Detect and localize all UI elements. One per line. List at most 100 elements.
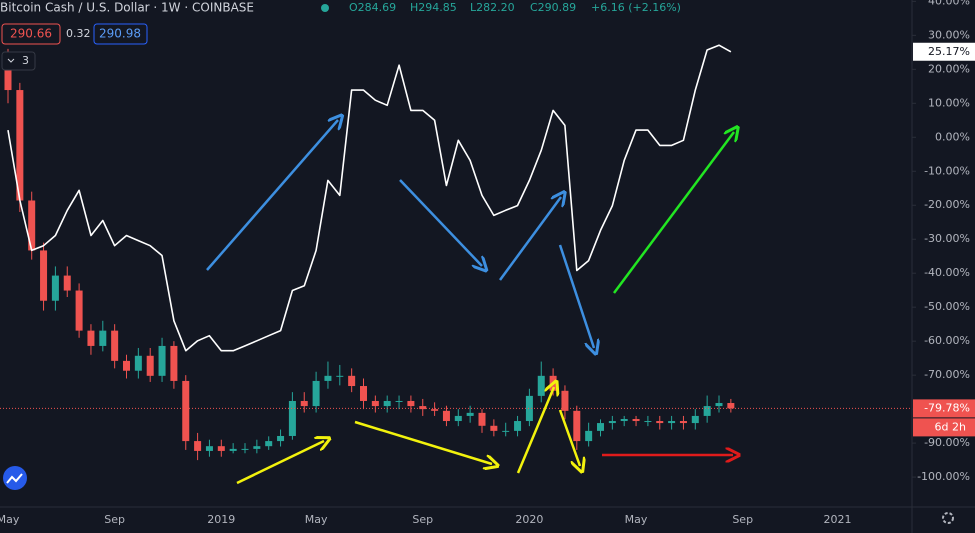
candle-body [644, 421, 652, 423]
y-tick-label: -100.00% [917, 470, 970, 483]
series-last-tag [913, 42, 975, 61]
x-tick-label: 2020 [515, 513, 543, 526]
y-tick-label: 20.00% [928, 62, 970, 75]
candle-body [348, 375, 356, 387]
candle-body [454, 415, 462, 422]
candle-body [632, 418, 640, 422]
last-price-label: -79.78% [924, 401, 970, 414]
arrow [558, 409, 580, 466]
symbol-title: Bitcoin Cash / U.S. Dollar · 1W · COINBA… [0, 1, 254, 15]
candle-body [703, 406, 711, 416]
x-tick-label: Sep [412, 513, 433, 526]
sell-price[interactable]: 290.66 [10, 27, 52, 41]
series-last-label: 25.17% [928, 45, 970, 58]
candle-body [514, 421, 522, 431]
buy-price[interactable]: 290.98 [99, 27, 141, 41]
candle-body [597, 423, 604, 431]
arrow [612, 132, 734, 294]
candle-body [537, 375, 545, 396]
arrow [516, 387, 554, 474]
arrow [558, 244, 594, 348]
candle-body [87, 330, 95, 346]
candle-body [383, 400, 391, 407]
annotations [206, 120, 734, 485]
y-tick-label: -20.00% [924, 198, 970, 211]
y-tick-label: 40.00% [928, 0, 970, 7]
x-tick-label: 2019 [207, 513, 235, 526]
candle-body [407, 400, 415, 407]
legend-header: Bitcoin Cash / U.S. Dollar · 1W · COINBA… [0, 1, 681, 71]
arrow [399, 179, 482, 266]
indicator-count[interactable]: 3 [22, 54, 29, 67]
candle-body [51, 275, 59, 301]
candle-body [395, 400, 403, 402]
logo[interactable] [3, 466, 27, 490]
candle-body [360, 386, 367, 401]
candle-body [656, 421, 664, 424]
ohlc-high: H294.85 [410, 1, 457, 14]
candle-body [241, 448, 249, 450]
buy-button[interactable] [93, 23, 148, 45]
spread: 0.32 [66, 27, 91, 40]
ohlc-open: O284.69 [349, 1, 396, 14]
x-tick-label: 2021 [824, 513, 852, 526]
candle-body [466, 412, 474, 416]
candle-body [146, 355, 154, 376]
candle-body [312, 380, 320, 407]
sell-button[interactable] [1, 23, 61, 45]
arrow [206, 120, 338, 271]
status-dot [321, 4, 329, 12]
last-price-tag [913, 399, 975, 418]
candle-body [525, 395, 533, 422]
candle-body [502, 430, 510, 432]
candle-body [490, 425, 498, 431]
line-series [7, 44, 732, 352]
candle-body [194, 441, 202, 451]
x-tick-label: Sep [104, 513, 125, 526]
candle-body [561, 390, 569, 411]
candle-body [170, 345, 178, 381]
candle-body [691, 415, 699, 424]
candle-body [16, 90, 24, 201]
candle-body [99, 330, 107, 346]
y-tick-label: 10.00% [928, 96, 970, 109]
candle-body [40, 250, 48, 301]
candle-body [679, 421, 687, 424]
candle-body [336, 375, 344, 377]
ohlc-close: C290.89 [530, 1, 576, 14]
x-tick-label: Sep [732, 513, 753, 526]
y-tick-label: -70.00% [924, 368, 970, 381]
candle-body [324, 375, 332, 381]
candle-body [715, 403, 723, 407]
candle-body [668, 421, 676, 424]
candle-body [111, 330, 119, 361]
candle-body [75, 290, 83, 331]
x-tick-label: May [305, 513, 328, 526]
candle-body [158, 345, 166, 376]
candle-body [253, 446, 261, 449]
candle-body [608, 421, 616, 424]
x-tick-label: May [0, 513, 20, 526]
y-tick-label: -40.00% [924, 266, 970, 279]
settings-icon[interactable] [942, 512, 954, 524]
indicator-toggle[interactable] [1, 51, 36, 71]
candle-body [123, 360, 130, 371]
ohlc-change: +6.16 (+2.16%) [591, 1, 681, 14]
ohlc-low: L282.20 [470, 1, 515, 14]
candle-body [478, 412, 486, 426]
countdown-tag [913, 418, 975, 437]
candle-body [205, 446, 213, 451]
candle-body [371, 400, 379, 407]
candle-body [431, 409, 439, 411]
y-tick-label: -90.00% [924, 436, 970, 449]
candle-body [727, 403, 735, 409]
y-tick-label: -10.00% [924, 164, 970, 177]
y-tick-label: -30.00% [924, 232, 970, 245]
countdown-label: 6d 2h [935, 420, 966, 433]
candle-body [620, 418, 628, 422]
candle-body [585, 430, 593, 442]
candle-body [573, 410, 581, 442]
chevron-icon [7, 58, 15, 63]
arrow [354, 420, 492, 464]
